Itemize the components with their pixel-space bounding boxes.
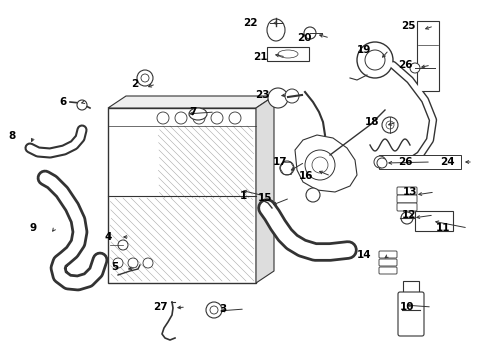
Text: 26: 26 — [398, 157, 412, 167]
Circle shape — [175, 112, 186, 124]
Circle shape — [285, 89, 298, 103]
Circle shape — [409, 63, 419, 73]
Bar — [108, 108, 256, 283]
FancyBboxPatch shape — [396, 195, 416, 203]
Circle shape — [305, 188, 319, 202]
Text: 14: 14 — [356, 250, 370, 260]
Circle shape — [385, 121, 393, 129]
Circle shape — [157, 112, 169, 124]
Text: 9: 9 — [30, 223, 37, 233]
Circle shape — [193, 112, 204, 124]
Circle shape — [205, 302, 222, 318]
FancyBboxPatch shape — [266, 47, 308, 61]
Text: 1: 1 — [239, 191, 246, 201]
Text: 3: 3 — [219, 304, 226, 314]
Polygon shape — [108, 96, 273, 108]
Circle shape — [141, 74, 149, 82]
Text: 24: 24 — [440, 157, 454, 167]
FancyBboxPatch shape — [396, 187, 416, 195]
FancyBboxPatch shape — [397, 292, 423, 336]
Circle shape — [77, 100, 87, 110]
Circle shape — [280, 161, 293, 175]
Polygon shape — [294, 135, 356, 192]
FancyBboxPatch shape — [378, 155, 460, 169]
Text: 4: 4 — [104, 232, 112, 242]
Text: 25: 25 — [401, 21, 415, 31]
FancyBboxPatch shape — [378, 259, 396, 266]
Circle shape — [137, 70, 153, 86]
Text: 19: 19 — [356, 45, 370, 55]
Circle shape — [210, 112, 223, 124]
Circle shape — [356, 42, 392, 78]
Text: 6: 6 — [60, 97, 67, 107]
FancyBboxPatch shape — [396, 203, 416, 211]
Ellipse shape — [266, 19, 285, 41]
Circle shape — [381, 117, 397, 133]
Circle shape — [304, 27, 315, 39]
Circle shape — [209, 306, 218, 314]
Polygon shape — [256, 96, 273, 283]
Text: 15: 15 — [257, 193, 271, 203]
Ellipse shape — [189, 108, 206, 120]
Text: 20: 20 — [297, 33, 311, 43]
Text: 18: 18 — [364, 117, 378, 127]
Circle shape — [311, 157, 327, 173]
Circle shape — [142, 258, 153, 268]
FancyBboxPatch shape — [416, 21, 438, 91]
Text: 10: 10 — [399, 302, 413, 312]
Circle shape — [228, 112, 241, 124]
Circle shape — [118, 240, 128, 250]
Circle shape — [305, 150, 334, 180]
Text: 8: 8 — [9, 131, 16, 141]
Text: 13: 13 — [402, 187, 416, 197]
Ellipse shape — [278, 50, 297, 58]
Text: 17: 17 — [272, 157, 286, 167]
Circle shape — [373, 156, 385, 168]
Text: 12: 12 — [401, 210, 415, 220]
FancyBboxPatch shape — [414, 211, 452, 231]
Text: 5: 5 — [110, 262, 118, 272]
Text: 23: 23 — [255, 90, 269, 100]
Text: 7: 7 — [189, 107, 197, 117]
Circle shape — [400, 212, 412, 224]
Circle shape — [128, 258, 138, 268]
Text: 16: 16 — [298, 171, 312, 181]
Text: 27: 27 — [153, 302, 168, 312]
FancyBboxPatch shape — [378, 267, 396, 274]
Text: 21: 21 — [253, 52, 267, 62]
Text: 11: 11 — [435, 223, 449, 233]
Circle shape — [113, 258, 123, 268]
Text: 2: 2 — [130, 79, 138, 89]
Bar — [110, 126, 253, 265]
Circle shape — [267, 88, 287, 108]
Circle shape — [376, 158, 386, 168]
Text: 22: 22 — [243, 18, 258, 28]
Circle shape — [364, 50, 384, 70]
FancyBboxPatch shape — [378, 251, 396, 258]
FancyBboxPatch shape — [402, 281, 418, 295]
Text: 26: 26 — [398, 60, 412, 70]
